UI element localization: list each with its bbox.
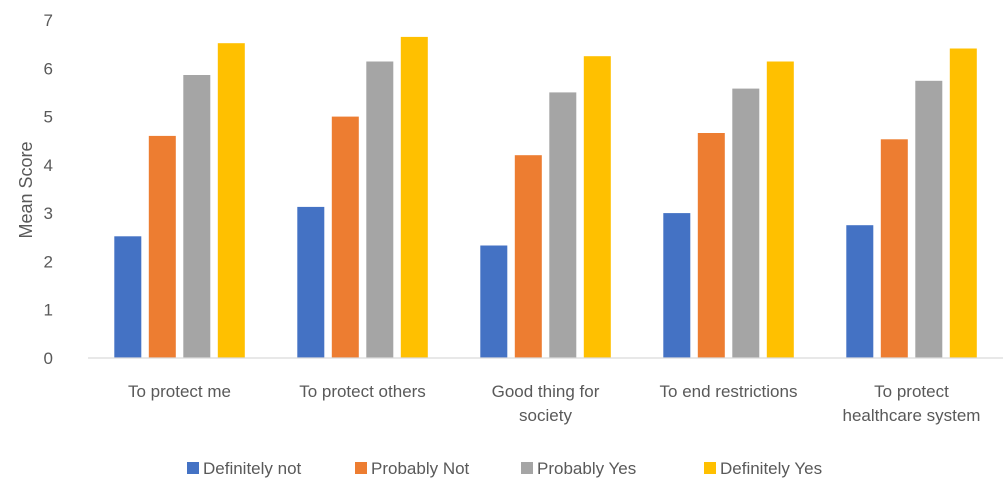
x-tick-label: healthcare system bbox=[843, 406, 981, 425]
x-tick-label: To end restrictions bbox=[660, 382, 798, 401]
x-tick-label: Good thing for bbox=[492, 382, 600, 401]
bar-probably-not bbox=[514, 155, 542, 358]
y-tick-label: 5 bbox=[44, 108, 53, 127]
bar-probably-yes bbox=[366, 61, 394, 358]
bar-definitely-not bbox=[297, 206, 325, 358]
legend-label: Probably Yes bbox=[537, 459, 636, 478]
legend-swatch bbox=[521, 462, 533, 474]
bars bbox=[114, 36, 977, 359]
y-tick-label: 6 bbox=[44, 59, 53, 78]
bar-definitely-not bbox=[663, 213, 691, 358]
bar-probably-not bbox=[148, 135, 176, 358]
bar-definitely-yes bbox=[400, 36, 428, 359]
bar-probably-yes bbox=[183, 75, 211, 358]
legend-label: Definitely Yes bbox=[720, 459, 822, 478]
y-tick-label: 0 bbox=[44, 349, 53, 368]
bar-definitely-not bbox=[846, 225, 874, 358]
bar-definitely-yes bbox=[217, 43, 245, 358]
y-tick-label: 3 bbox=[44, 204, 53, 223]
x-axis-labels: To protect me To protect others Good thing… bbox=[128, 382, 980, 425]
bar-probably-not bbox=[697, 133, 725, 358]
x-tick-label: society bbox=[519, 406, 572, 425]
y-axis-title: Mean Score bbox=[16, 141, 36, 238]
bar-definitely-yes bbox=[949, 48, 977, 358]
x-tick-label: To protect me bbox=[128, 382, 231, 401]
legend-label: Definitely not bbox=[203, 459, 302, 478]
bar-probably-not bbox=[331, 116, 359, 358]
bar-probably-not bbox=[880, 139, 908, 358]
bar-definitely-yes bbox=[766, 61, 794, 358]
bar-probably-yes bbox=[915, 80, 943, 359]
y-tick-label: 7 bbox=[44, 11, 53, 30]
y-tick-label: 1 bbox=[44, 301, 53, 320]
bar-probably-yes bbox=[732, 88, 760, 358]
y-axis-ticks: 0 1 2 3 4 5 6 7 bbox=[44, 11, 53, 368]
x-tick-label: To protect others bbox=[299, 382, 426, 401]
y-tick-label: 2 bbox=[44, 252, 53, 271]
legend-label: Probably Not bbox=[371, 459, 470, 478]
legend-swatch bbox=[187, 462, 199, 474]
legend-swatch bbox=[704, 462, 716, 474]
bar-definitely-not bbox=[114, 236, 142, 358]
bar-definitely-not bbox=[480, 245, 508, 358]
legend-swatch bbox=[355, 462, 367, 474]
legend: Definitely not Probably Not Probably Yes De… bbox=[187, 459, 822, 478]
x-tick-label: To protect bbox=[874, 382, 949, 401]
bar-definitely-yes bbox=[583, 56, 611, 358]
y-tick-label: 4 bbox=[44, 156, 53, 175]
bar-probably-yes bbox=[549, 92, 577, 359]
